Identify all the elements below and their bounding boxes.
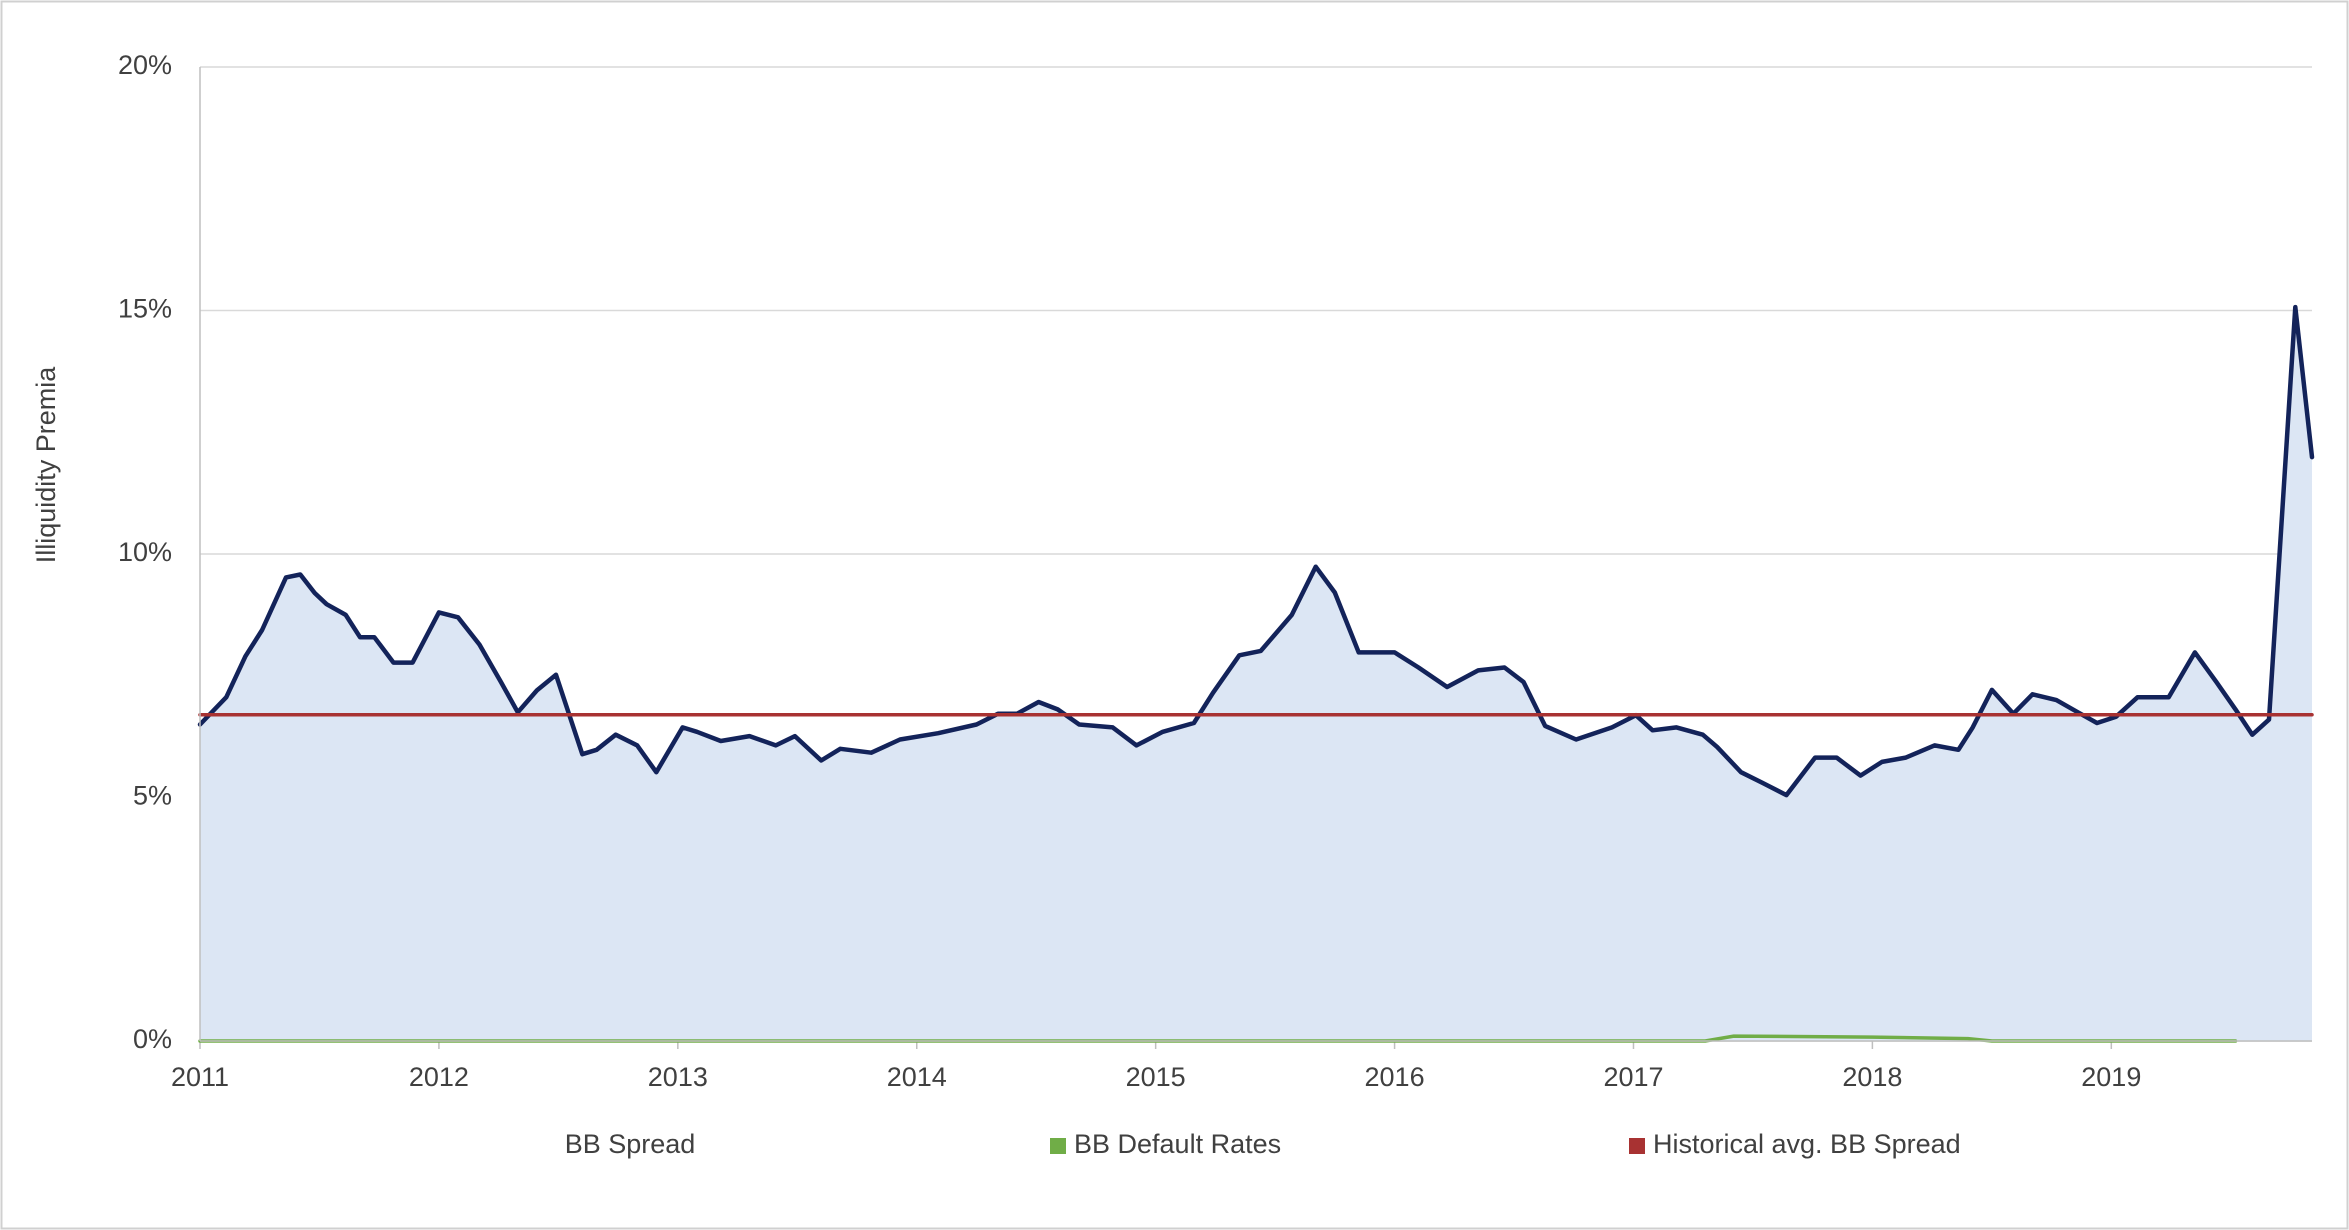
legend-label: BB Spread xyxy=(565,1129,696,1159)
x-tick-label: 2012 xyxy=(409,1062,469,1092)
legend-swatch xyxy=(1050,1138,1066,1154)
y-axis-label: Illiquidity Premia xyxy=(31,366,61,564)
y-tick-label: 20% xyxy=(118,50,172,80)
y-tick-label: 0% xyxy=(133,1024,172,1054)
x-tick-label: 2019 xyxy=(2081,1062,2141,1092)
y-tick-label: 15% xyxy=(118,294,172,324)
legend-swatch xyxy=(1629,1138,1645,1154)
x-tick-label: 2016 xyxy=(1365,1062,1425,1092)
x-tick-label: 2018 xyxy=(1842,1062,1902,1092)
x-tick-label: 2014 xyxy=(887,1062,947,1092)
line xyxy=(197,304,2315,798)
x-tick-label: 2011 xyxy=(171,1062,229,1092)
legend-label: Historical avg. BB Spread xyxy=(1653,1129,1961,1159)
legend-label: BB Default Rates xyxy=(1074,1129,1281,1159)
x-tick-label: 2013 xyxy=(648,1062,708,1092)
x-tick-label: 2017 xyxy=(1603,1062,1663,1092)
y-tick-label: 10% xyxy=(118,537,172,567)
x-tick-label: 2015 xyxy=(1126,1062,1186,1092)
y-tick-label: 5% xyxy=(133,781,172,811)
area xyxy=(200,307,2312,1042)
